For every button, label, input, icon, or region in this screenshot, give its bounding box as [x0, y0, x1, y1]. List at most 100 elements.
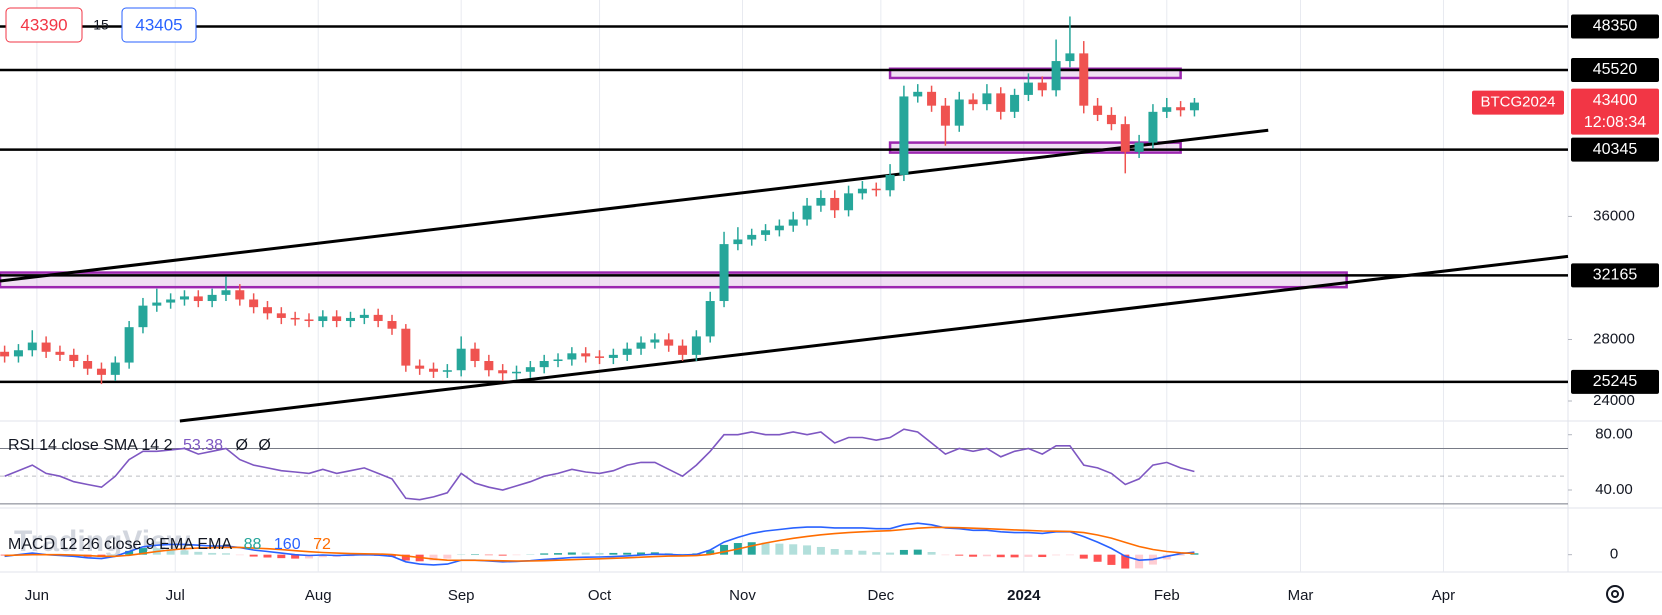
- spread: 15: [93, 17, 109, 33]
- candle-body: [816, 197, 826, 206]
- candle-body: [221, 290, 231, 295]
- histogram-bar: [886, 552, 895, 555]
- y-tick-label: 40.00: [1595, 481, 1633, 498]
- candle-body: [733, 239, 743, 245]
- histogram-bar: [194, 551, 203, 555]
- settings-icon[interactable]: [1606, 585, 1624, 603]
- candle-body: [871, 188, 881, 191]
- histogram-bar: [1065, 554, 1074, 556]
- histogram-bar: [304, 554, 313, 559]
- candle-body: [774, 225, 784, 231]
- histogram-bar: [1010, 554, 1019, 558]
- sell-price[interactable]: 43390: [20, 15, 67, 34]
- trendline: [179, 254, 1569, 423]
- histogram-bar: [1107, 554, 1116, 565]
- candle-body: [954, 99, 964, 126]
- symbol-badge: [1472, 90, 1564, 115]
- candle-body: [1010, 94, 1020, 112]
- macd-line: [4, 522, 1195, 566]
- plot: Jun Jul Aug Sep Oct Nov Dec 2024 Feb Mar Apr 24000 2…: [0, 14, 1659, 604]
- buy-price[interactable]: 43405: [135, 15, 182, 34]
- candle-body: [1093, 105, 1103, 115]
- candle-body: [401, 328, 411, 366]
- histogram-bar: [775, 543, 784, 555]
- candle-body: [788, 219, 798, 226]
- histogram-bar: [720, 544, 729, 555]
- candle-body: [761, 230, 771, 235]
- x-tick-label: Sep: [448, 587, 475, 604]
- histogram-bar: [443, 554, 452, 559]
- candle-body: [595, 356, 605, 358]
- candle-body: [996, 93, 1006, 112]
- candle-body: [1065, 53, 1075, 62]
- rsi-sma-value: Ø: [235, 437, 247, 454]
- histogram-bar: [111, 554, 120, 556]
- candle-body: [1176, 107, 1186, 111]
- settings-icon-center[interactable]: [1611, 590, 1619, 598]
- level-badge: [1571, 137, 1659, 162]
- buy-button[interactable]: [121, 7, 197, 43]
- macd-title: MACD 12 26 close 9 EMA EMA: [8, 536, 232, 553]
- price-badge: [1571, 88, 1659, 135]
- watermark: TradingView: [14, 525, 191, 558]
- histogram-bar: [872, 552, 881, 555]
- histogram-bar: [498, 554, 507, 556]
- candle-body: [262, 307, 272, 314]
- histogram-bar: [512, 554, 521, 556]
- histogram-bar: [567, 552, 576, 555]
- histogram-bar: [1079, 554, 1088, 559]
- candle-body: [110, 362, 120, 375]
- histogram-bar: [637, 552, 646, 555]
- histogram-bar: [1121, 554, 1130, 569]
- candle-body: [525, 367, 535, 372]
- histogram-bar: [484, 554, 493, 556]
- histogram-bar: [623, 552, 632, 555]
- candle-body: [1162, 107, 1172, 112]
- rsi-sma-value: Ø: [258, 437, 270, 454]
- candle-body: [96, 368, 106, 375]
- candle-body: [456, 348, 466, 371]
- candle-body: [235, 290, 245, 300]
- candle-body: [387, 321, 397, 329]
- histogram-bar: [941, 554, 950, 556]
- candle-body: [318, 316, 328, 322]
- candle-body: [1106, 114, 1116, 125]
- settings-button[interactable]: [1606, 585, 1624, 603]
- candle-body: [373, 314, 383, 322]
- candle-body: [1079, 53, 1089, 106]
- candle-body: [0, 351, 10, 357]
- x-tick-label: Oct: [588, 587, 612, 604]
- level-label: 45520: [1593, 61, 1638, 78]
- x-tick-label: Dec: [868, 587, 895, 604]
- sell-button[interactable]: [5, 7, 83, 43]
- candle-body: [913, 91, 923, 97]
- histogram-bar: [844, 549, 853, 555]
- histogram-bar: [581, 552, 590, 555]
- candle-body: [1189, 102, 1199, 111]
- candle-body: [899, 96, 909, 175]
- candle-body: [1148, 111, 1158, 143]
- x-tick-label: 2024: [1007, 587, 1041, 604]
- level-label: 40345: [1593, 141, 1638, 158]
- candle-body: [927, 91, 937, 106]
- macd-value: 160: [274, 536, 301, 553]
- histogram-bar: [1190, 553, 1199, 555]
- histogram-bar: [318, 554, 327, 558]
- candle-body: [553, 359, 563, 362]
- candle-body: [359, 314, 369, 318]
- histogram-bar: [996, 554, 1005, 558]
- candle-body: [650, 339, 660, 343]
- candle-body: [678, 345, 688, 355]
- x-tick-label: Aug: [305, 587, 332, 604]
- candle-body: [747, 234, 757, 240]
- countdown-label: 12:08:34: [1584, 114, 1646, 131]
- histogram-bar: [1093, 554, 1102, 562]
- histogram-bar: [678, 553, 687, 555]
- candle-body: [719, 244, 729, 302]
- candle-body: [581, 353, 591, 357]
- histogram-bar: [609, 552, 618, 555]
- candle-body: [193, 296, 203, 302]
- candle-body: [166, 299, 176, 303]
- rsi-value: 53.38: [183, 437, 223, 454]
